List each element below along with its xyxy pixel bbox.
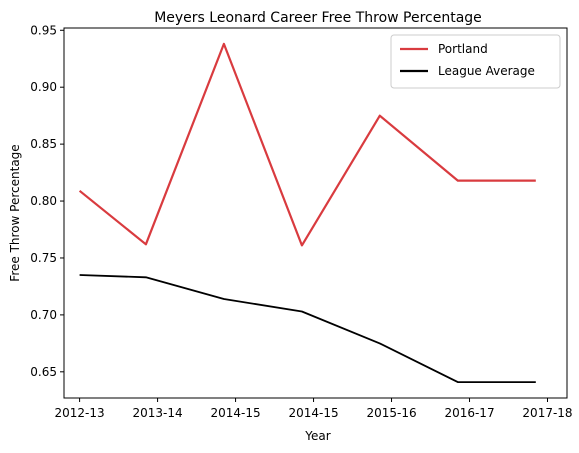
x-axis: 2012-13 2013-14 2014-15 2014-15 2015-16 2016-…	[55, 398, 573, 420]
x-axis-title: Year	[304, 429, 330, 443]
plot-area	[63, 27, 568, 399]
y-axis-title: Free Throw Percentage	[8, 144, 22, 281]
x-tick-label: 2015-16	[366, 406, 416, 420]
y-tick-label: 0.85	[30, 137, 57, 151]
y-tick-label: 0.80	[30, 194, 57, 208]
x-tick-label: 2016-17	[444, 406, 494, 420]
y-tick-label: 0.95	[30, 23, 57, 37]
y-tick-label: 0.65	[30, 365, 57, 379]
legend-box	[390, 34, 561, 89]
x-tick-label: 2017-18	[522, 406, 572, 420]
y-axis: 0.65 0.70 0.75 0.80 0.85 0.90 0.95	[30, 23, 64, 379]
x-tick-label: 2013-14	[133, 406, 183, 420]
y-tick-label: 0.70	[30, 308, 57, 322]
y-tick-label: 0.90	[30, 80, 57, 94]
x-tick-label: 2014-15	[288, 406, 338, 420]
y-tick-label: 0.75	[30, 251, 57, 265]
legend-label: Portland	[438, 42, 488, 56]
series-layer	[78, 42, 536, 384]
chart-title: Meyers Leonard Career Free Throw Percent…	[154, 10, 482, 26]
series-line-portland	[78, 42, 536, 247]
x-tick-label: 2014-15	[210, 406, 260, 420]
legend-label: League Average	[438, 64, 535, 78]
x-tick-label: 2012-13	[55, 406, 105, 420]
series-line-league-average	[79, 274, 536, 384]
legend: Portland League Average	[390, 34, 561, 89]
